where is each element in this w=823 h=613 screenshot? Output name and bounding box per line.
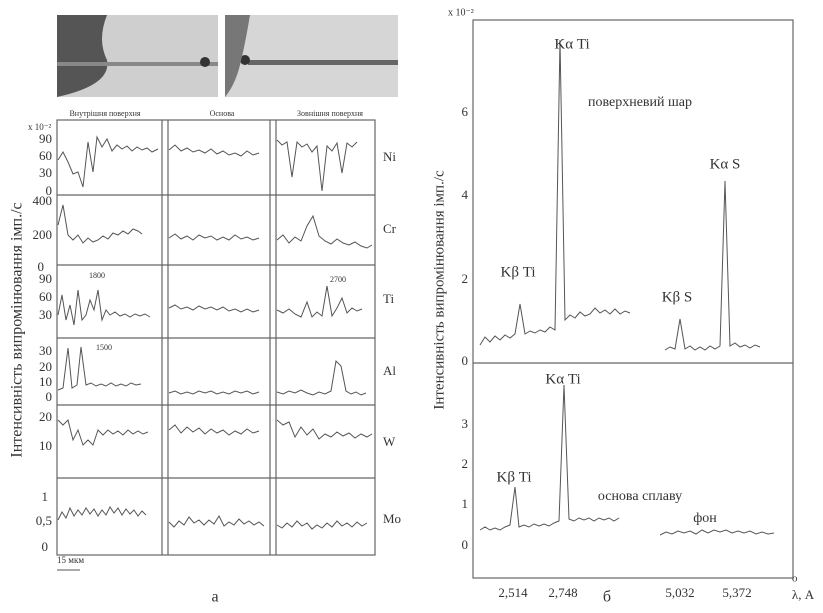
- tick-label: 2,514: [498, 585, 528, 600]
- panel-title: поверхневий шар: [588, 95, 692, 110]
- peak-label: Kβ Ti: [500, 264, 535, 280]
- tick-label: 30: [39, 343, 52, 358]
- peak-label: Kβ S: [662, 289, 693, 305]
- tick-label: 2: [462, 271, 469, 286]
- peak-label: Kα Ti: [545, 371, 580, 387]
- annotation: 1500: [96, 343, 112, 352]
- multiplier: x 10⁻²: [448, 7, 474, 18]
- tick-label: 2: [462, 456, 469, 471]
- element: Cr: [383, 221, 397, 236]
- annotation: 2700: [330, 275, 346, 284]
- tick-label: 0: [42, 539, 49, 554]
- tick-label: 60: [39, 148, 52, 163]
- panel-a-frame: [56, 119, 376, 556]
- background-label: фон: [693, 511, 717, 526]
- element-labels: Ni Cr Ti Al W Mo: [383, 149, 401, 526]
- tick-label: 400: [33, 193, 53, 208]
- tick-label: 0: [462, 537, 469, 552]
- tick-label: 3: [462, 416, 469, 431]
- panel-b-frame: [472, 19, 794, 579]
- x-ticks: 2,514 2,748 5,032 5,372: [498, 585, 751, 600]
- tick-label: 1: [42, 489, 49, 504]
- photo-label: Внутрішня поверхня: [69, 109, 140, 118]
- element: Ti: [383, 291, 394, 306]
- photo-label: Основа: [210, 109, 235, 118]
- x-axis-label: λ, A: [792, 587, 815, 602]
- tick-label: 0: [462, 353, 469, 368]
- ticks-b: 6 4 2 0 3 2 1 0: [462, 104, 469, 552]
- x-unit-mark: o: [792, 573, 798, 585]
- tick-label: 30: [39, 165, 52, 180]
- photo-label: Зовнішня поверхня: [297, 109, 363, 118]
- peak-label: Kα S: [710, 156, 741, 172]
- peak-label: Kα Ti: [554, 36, 589, 52]
- tick-label: 1: [462, 496, 469, 511]
- micrographs: [57, 15, 398, 97]
- element: Ni: [383, 149, 396, 164]
- element: W: [383, 434, 396, 449]
- element: Al: [383, 363, 396, 378]
- tick-label: 0: [46, 389, 53, 404]
- y-axis-label: Інтенсивність випромінювання імп./с: [431, 170, 447, 410]
- panel-title: основа сплаву: [598, 489, 682, 504]
- tick-label: 10: [39, 438, 52, 453]
- tick-label: 0: [38, 259, 45, 274]
- tick-label: 90: [39, 131, 52, 146]
- multiplier: x 10⁻²: [28, 122, 52, 132]
- tick-label: 90: [39, 271, 52, 286]
- tick-label: 5,032: [665, 585, 694, 600]
- tick-label: 0: [46, 183, 53, 198]
- tick-label: 2,748: [548, 585, 577, 600]
- tick-label: 10: [39, 374, 52, 389]
- y-axis-label: Інтенсивність випромінювання імп./с: [9, 202, 26, 457]
- caption: а: [211, 589, 218, 606]
- traces-a: [57, 135, 373, 530]
- tick-label: 30: [39, 307, 52, 322]
- tick-label: 6: [462, 104, 469, 119]
- tick-label: 20: [39, 409, 52, 424]
- tick-label: 20: [39, 359, 52, 374]
- tick-label: 0,5: [36, 513, 52, 528]
- ticks-a: 90 60 30 0 400 200 0 90 60 30 30 20 10 0…: [33, 131, 53, 554]
- tick-label: 4: [462, 187, 469, 202]
- peak-label: Kβ Ti: [496, 469, 531, 485]
- element: Mo: [383, 511, 401, 526]
- annotation: 1800: [89, 271, 105, 280]
- tick-label: 200: [33, 227, 53, 242]
- tick-label: 5,372: [722, 585, 751, 600]
- tick-label: 60: [39, 289, 52, 304]
- scale-label: 15 мкм: [57, 555, 84, 565]
- spectra: [479, 39, 775, 536]
- caption: б: [603, 589, 611, 606]
